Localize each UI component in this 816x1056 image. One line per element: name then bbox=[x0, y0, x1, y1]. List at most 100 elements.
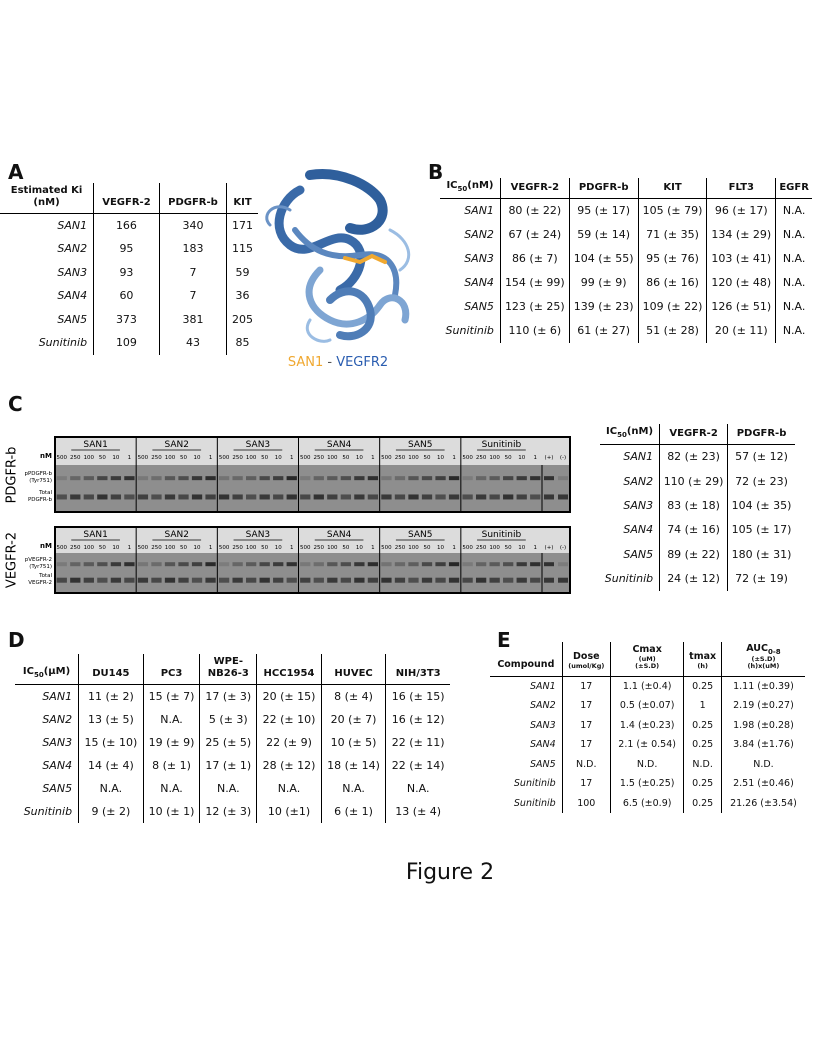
band bbox=[56, 562, 67, 567]
row: SAN5 123 (± 25) 139 (± 23) 109 (± 22) 126 (±… bbox=[440, 294, 812, 319]
dose-label: 100 bbox=[327, 455, 338, 461]
header-line: Cmax bbox=[632, 644, 662, 656]
group-label: SAN4 bbox=[327, 530, 352, 540]
cell: 17 bbox=[561, 773, 611, 794]
dose-label: 1 bbox=[452, 545, 456, 551]
cell: 95 (± 17) bbox=[568, 198, 639, 223]
table: IC50(nM) VEGFR-2 PDGFR-b KIT FLT3 EGFR SAN1 80 … bbox=[440, 178, 812, 343]
band bbox=[435, 494, 446, 500]
cell: 71 (± 35) bbox=[637, 222, 707, 247]
row-label: SAN1 bbox=[42, 689, 73, 703]
band bbox=[381, 577, 392, 583]
header-line: (umol/Kg) bbox=[568, 662, 605, 671]
panel-label: B bbox=[428, 160, 444, 184]
dose-label: 10 bbox=[112, 455, 119, 461]
row-label: SAN2 bbox=[464, 228, 494, 242]
band bbox=[408, 562, 419, 567]
band bbox=[530, 494, 541, 500]
band bbox=[137, 577, 149, 583]
header-line: Compound bbox=[497, 658, 555, 670]
band bbox=[191, 494, 203, 500]
cell: N.A. bbox=[142, 776, 200, 800]
unit-label: nM bbox=[40, 452, 52, 460]
row-label: SAN4 bbox=[530, 739, 556, 751]
dose-label: 1 bbox=[209, 455, 213, 461]
dose-label: 250 bbox=[70, 455, 81, 461]
band bbox=[516, 562, 527, 567]
dose-label: 250 bbox=[476, 455, 487, 461]
band bbox=[286, 562, 297, 567]
header-line: IC50(μM) bbox=[17, 666, 76, 679]
dose-label: 100 bbox=[489, 455, 500, 461]
dose-label: 250 bbox=[232, 455, 243, 461]
control-label: (-) bbox=[560, 455, 566, 461]
row: SAN3 86 (± 7) 104 (± 55) 95 (± 76) 103 (± 41… bbox=[440, 246, 812, 271]
cell: 180 (± 31) bbox=[727, 542, 795, 567]
dose-label: 10 bbox=[194, 545, 201, 551]
cell: 6.5 (±0.9) bbox=[609, 793, 684, 813]
header-cell: DU145 bbox=[78, 654, 144, 685]
band bbox=[408, 494, 419, 500]
cell: N.A. bbox=[775, 318, 812, 343]
dose-label: 100 bbox=[408, 455, 419, 461]
header-line: IC50(nM) bbox=[442, 180, 498, 193]
ligand bbox=[343, 253, 387, 265]
band bbox=[164, 476, 176, 481]
cell: 18 (± 14) bbox=[320, 753, 386, 777]
row: Sunitinib 9 (± 2) 10 (± 1) 12 (± 3) 10 (±1) 6… bbox=[15, 799, 450, 823]
band bbox=[97, 476, 108, 481]
band bbox=[462, 476, 473, 481]
table-wrap: IC50(nM) VEGFR-2 PDGFR-b KIT FLT3 EGFR SAN1 80 … bbox=[440, 178, 812, 343]
cell: 1.1 (±0.4) bbox=[609, 676, 684, 696]
row-label: SAN5 bbox=[530, 758, 556, 770]
band bbox=[191, 577, 203, 583]
cell: 17 (± 3) bbox=[199, 684, 257, 708]
cell: 36 bbox=[226, 284, 258, 308]
cell: 43 bbox=[158, 331, 227, 355]
band bbox=[259, 562, 270, 567]
band bbox=[435, 476, 446, 481]
dose-label: 250 bbox=[314, 455, 325, 461]
header-cell: EGFR bbox=[775, 178, 812, 200]
cell: 171 bbox=[226, 213, 258, 237]
dose-label: 1 bbox=[209, 545, 213, 551]
band bbox=[56, 577, 67, 583]
cell: 95 bbox=[93, 237, 160, 261]
cell: 139 (± 23) bbox=[568, 294, 639, 319]
table: Estimated Ki (nM) VEGFR-2 PDGFR-b KIT SAN1 166… bbox=[0, 183, 258, 355]
header-line: WPE- bbox=[213, 656, 243, 667]
cell: 99 (± 9) bbox=[568, 270, 639, 295]
row-label: SAN1 bbox=[464, 204, 494, 218]
dose-label: 250 bbox=[70, 545, 81, 551]
band bbox=[340, 476, 351, 481]
cell: 19 (± 9) bbox=[142, 730, 200, 754]
control-label: (+) bbox=[545, 545, 554, 551]
header-text: IC bbox=[22, 665, 34, 677]
header-line: HCC1954 bbox=[263, 667, 315, 679]
control-label: (-) bbox=[560, 545, 566, 551]
header-cell: IC50(nM) bbox=[440, 178, 501, 200]
band bbox=[340, 494, 351, 500]
group-label: SAN2 bbox=[165, 440, 190, 450]
row: SAN3 15 (± 10) 19 (± 9) 25 (± 5) 22 (± 9) 10 … bbox=[15, 730, 450, 754]
header-line: HUVEC bbox=[334, 667, 373, 679]
band bbox=[259, 577, 270, 583]
band bbox=[530, 577, 541, 583]
cell: 103 (± 41) bbox=[706, 246, 776, 271]
row: SAN2 67 (± 24) 59 (± 14) 71 (± 35) 134 (± 29… bbox=[440, 222, 812, 247]
cell: 89 (± 22) bbox=[659, 542, 728, 567]
cell: N.A. bbox=[320, 776, 386, 800]
band bbox=[558, 577, 568, 583]
band bbox=[313, 494, 324, 500]
band bbox=[313, 476, 324, 481]
panel-label: D bbox=[8, 628, 25, 652]
band bbox=[300, 577, 311, 583]
band bbox=[516, 476, 527, 481]
band bbox=[70, 476, 81, 481]
dose-label: 500 bbox=[219, 455, 230, 461]
header-row: Compound Dose (umol/Kg) Cmax (uM) (±S.D) tmax(… bbox=[490, 642, 805, 677]
band bbox=[83, 476, 94, 481]
cell: 10 (± 1) bbox=[142, 799, 200, 823]
cell: N.A. bbox=[199, 776, 257, 800]
cell: 12 (± 3) bbox=[199, 799, 257, 823]
